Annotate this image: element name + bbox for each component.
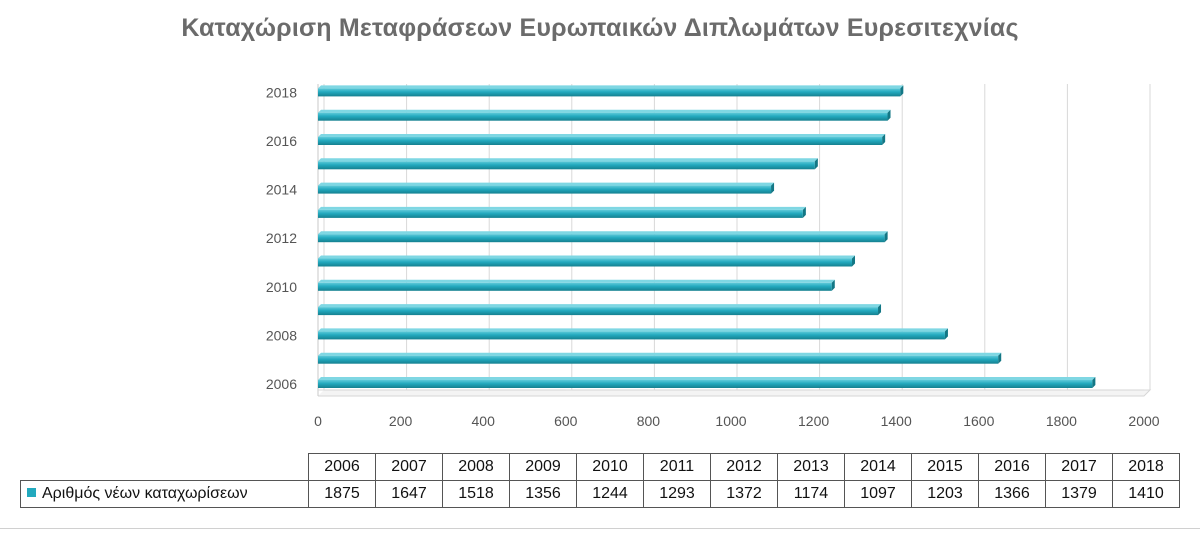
table-value-cell: 1244 bbox=[576, 480, 644, 508]
table-year-cell: 2010 bbox=[576, 453, 644, 481]
bar-top-face bbox=[318, 182, 775, 186]
x-tick-label: 0 bbox=[314, 413, 322, 429]
table-value-cell: 1379 bbox=[1045, 480, 1113, 508]
bar-end-cap bbox=[802, 206, 806, 218]
bar bbox=[318, 307, 879, 316]
bar bbox=[318, 161, 815, 170]
bar bbox=[318, 137, 883, 145]
bar bbox=[318, 331, 945, 340]
y-tick-label: 2014 bbox=[266, 182, 297, 198]
bar bbox=[318, 282, 832, 291]
chart-title: Καταχώριση Μεταφράσεων Ευρωπαικών Διπλωμ… bbox=[181, 14, 1019, 42]
y-tick-label: 2012 bbox=[266, 230, 297, 246]
y-tick-label: 2008 bbox=[266, 327, 297, 343]
table-year-cell: 2008 bbox=[442, 453, 510, 481]
bar-top-face bbox=[318, 279, 835, 283]
table-value-cell: 1875 bbox=[308, 480, 376, 508]
table-year-cell: 2017 bbox=[1045, 453, 1113, 481]
bar-top-face bbox=[318, 255, 856, 259]
bar-end-cap bbox=[944, 328, 948, 340]
chart-plot: 0 200 400 600 800 1000 1200 1400 1600 1800 2000 200… bbox=[266, 84, 1160, 429]
bar-top-face bbox=[318, 158, 818, 162]
x-tick-label: 1000 bbox=[715, 413, 746, 429]
bar-top-face bbox=[318, 352, 1002, 356]
y-tick-label: 2006 bbox=[266, 376, 297, 392]
bar-end-cap bbox=[831, 279, 835, 291]
table-value-cell: 1097 bbox=[844, 480, 912, 508]
legend-series-cell: Αριθμός νέων καταχωρίσεων bbox=[20, 480, 309, 508]
table-year-cell: 2018 bbox=[1112, 453, 1180, 481]
table-year-cell: 2006 bbox=[308, 453, 376, 481]
bar-top-face bbox=[318, 134, 886, 137]
table-value-cell: 1410 bbox=[1112, 480, 1180, 508]
bottom-divider bbox=[0, 528, 1200, 529]
table-value-cell: 1356 bbox=[509, 480, 577, 508]
data-table: 2006 2007 2008 2009 2010 2011 2012 2013 2014 2015… bbox=[20, 453, 1180, 508]
bar-end-cap bbox=[814, 158, 818, 170]
table-year-cell: 2011 bbox=[643, 453, 711, 481]
bar-end-cap bbox=[852, 255, 856, 267]
table-year-cell: 2015 bbox=[911, 453, 979, 481]
x-tick-label: 800 bbox=[637, 413, 661, 429]
bar-end-cap bbox=[887, 109, 891, 121]
bar-top-face bbox=[318, 377, 1096, 380]
table-value-row: Αριθμός νέων καταχωρίσεων 1875 1647 1518 13… bbox=[20, 480, 1180, 508]
table-value-cell: 1366 bbox=[978, 480, 1046, 508]
bar-end-cap bbox=[1092, 377, 1096, 388]
table-value-cell: 1293 bbox=[643, 480, 711, 508]
table-value-cell: 1372 bbox=[710, 480, 778, 508]
y-tick-label: 2018 bbox=[266, 84, 297, 100]
bar bbox=[318, 380, 1093, 388]
table-header-row: 2006 2007 2008 2009 2010 2011 2012 2013 2014 2015… bbox=[20, 453, 1180, 481]
x-tick-label: 1600 bbox=[963, 413, 994, 429]
bar-end-cap bbox=[771, 182, 775, 194]
table-year-cell: 2016 bbox=[978, 453, 1046, 481]
bar-top-face bbox=[318, 109, 891, 113]
chart-floor bbox=[318, 389, 1152, 397]
table-year-cell: 2012 bbox=[710, 453, 778, 481]
x-tick-label: 400 bbox=[472, 413, 496, 429]
bar bbox=[318, 234, 885, 243]
x-tick-label: 1400 bbox=[881, 413, 912, 429]
bar-end-cap bbox=[882, 134, 886, 145]
bar bbox=[318, 112, 888, 121]
table-value-cell: 1647 bbox=[375, 480, 443, 508]
bar-top-face bbox=[318, 206, 806, 210]
table-corner-cell bbox=[20, 453, 309, 481]
bar bbox=[318, 258, 853, 267]
table-year-cell: 2009 bbox=[509, 453, 577, 481]
table-value-cell: 1203 bbox=[911, 480, 979, 508]
x-tick-label: 200 bbox=[389, 413, 413, 429]
table-value-cell: 1518 bbox=[442, 480, 510, 508]
bar-top-face bbox=[318, 328, 948, 332]
bar-end-cap bbox=[884, 231, 888, 243]
bar bbox=[318, 355, 999, 364]
table-year-cell: 2007 bbox=[375, 453, 443, 481]
table-value-cell: 1174 bbox=[777, 480, 845, 508]
legend-series-label: Αριθμός νέων καταχωρίσεων bbox=[42, 485, 248, 502]
x-tick-label: 600 bbox=[554, 413, 578, 429]
bar-top-face bbox=[318, 85, 904, 89]
bar-end-cap bbox=[900, 85, 904, 97]
legend-swatch bbox=[27, 488, 36, 497]
table-year-cell: 2014 bbox=[844, 453, 912, 481]
x-tick-label: 2000 bbox=[1128, 413, 1159, 429]
bar bbox=[318, 185, 772, 194]
bar-top-face bbox=[318, 231, 888, 235]
bar-end-cap bbox=[878, 304, 882, 316]
y-tick-label: 2010 bbox=[266, 279, 297, 295]
table-year-cell: 2013 bbox=[777, 453, 845, 481]
x-tick-label: 1200 bbox=[798, 413, 829, 429]
bar-top-face bbox=[318, 304, 882, 308]
bar bbox=[318, 88, 901, 97]
bar-end-cap bbox=[998, 352, 1002, 364]
y-tick-label: 2016 bbox=[266, 133, 297, 149]
x-tick-label: 1800 bbox=[1046, 413, 1077, 429]
bar bbox=[318, 209, 803, 218]
